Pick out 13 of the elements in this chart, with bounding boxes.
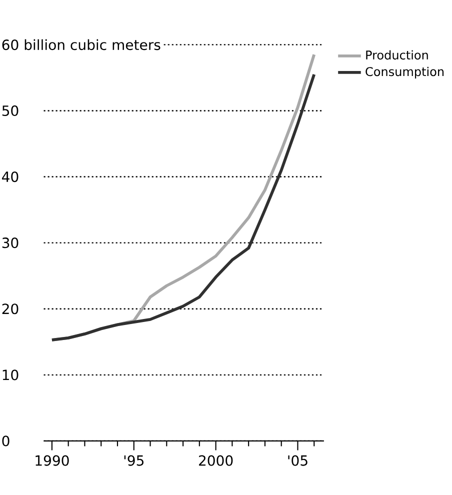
x-tick-label: '95: [124, 455, 144, 466]
y-tick-label: 60 billion cubic meters: [2, 39, 160, 50]
y-tick-label: 30: [2, 238, 18, 248]
y-tick-label: 50: [2, 105, 18, 116]
x-tick-label: 1990: [36, 455, 69, 466]
x-tick-label: 2000: [198, 455, 233, 466]
y-tick-label: 20: [2, 304, 18, 314]
x-tick-label: '05: [288, 455, 308, 466]
y-tick-label: 40: [2, 171, 18, 182]
legend-label: Consumption: [366, 66, 444, 78]
y-tick-label: 0: [2, 436, 10, 446]
legend-label: Production: [366, 50, 428, 60]
y-tick-label: 10: [2, 370, 18, 380]
